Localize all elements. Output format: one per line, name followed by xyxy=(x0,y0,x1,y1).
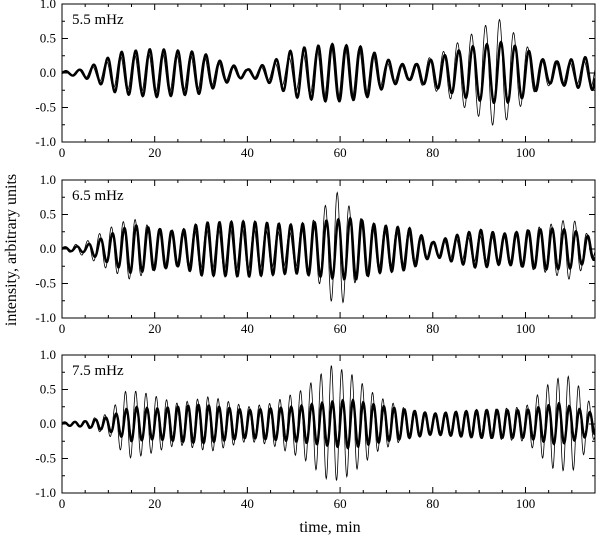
x-tick-label: 80 xyxy=(426,321,439,336)
panel-2: 0 20 40 60 80 100 -1.0 -0.5 0.0 0.5 1.0 6.5 mHz xyxy=(35,172,596,336)
x-tick-label: 0 xyxy=(59,145,66,160)
x-tick-label: 20 xyxy=(148,145,161,160)
panel-1: 0 20 40 60 80 100 -1.0 -0.5 0.0 0.5 1.0 5.5 mHz xyxy=(35,0,596,160)
y-tick-label: -0.5 xyxy=(35,451,56,466)
y-tick-label: -0.5 xyxy=(35,276,56,291)
x-tick-label: 60 xyxy=(334,145,347,160)
panel-label: 6.5 mHz xyxy=(72,188,124,204)
x-tick-label: 0 xyxy=(59,321,66,336)
series-line-thin xyxy=(62,18,595,126)
y-tick-label: 0.0 xyxy=(40,65,56,80)
y-tick-label: 0.5 xyxy=(40,207,56,222)
y-tick-label: -1.0 xyxy=(35,134,56,149)
panels-group: 0 20 40 60 80 100 -1.0 -0.5 0.0 0.5 1.0 5.5 mHz 0 20 4… xyxy=(35,0,596,511)
y-tick-label: 1.0 xyxy=(40,172,56,187)
y-tick-label: 0.5 xyxy=(40,31,56,46)
x-tick-label: 40 xyxy=(241,321,254,336)
panel-3: 0 20 40 60 80 100 -1.0 -0.5 0.0 0.5 1.0 7.5 mHz xyxy=(35,347,596,511)
x-tick-label: 20 xyxy=(148,321,161,336)
x-tick-label: 20 xyxy=(148,496,161,511)
x-tick-label: 60 xyxy=(334,496,347,511)
x-tick-label: 40 xyxy=(241,145,254,160)
panel-label: 5.5 mHz xyxy=(72,12,124,28)
y-tick-label: 0.5 xyxy=(40,382,56,397)
y-tick-label: 1.0 xyxy=(40,0,56,11)
x-tick-label: 80 xyxy=(426,496,439,511)
y-tick-label: 0.0 xyxy=(40,241,56,256)
series-line-thick xyxy=(62,40,595,105)
x-tick-label: 100 xyxy=(516,145,536,160)
x-tick-label: 80 xyxy=(426,145,439,160)
y-axis-label: intensity, arbitrary units xyxy=(3,174,20,326)
series-line-thick xyxy=(62,215,595,281)
x-tick-label: 0 xyxy=(59,496,66,511)
y-tick-label: -0.5 xyxy=(35,100,56,115)
y-tick-label: 0.0 xyxy=(40,416,56,431)
series-line-thick xyxy=(62,398,595,450)
x-axis-label: time, min xyxy=(299,519,360,536)
x-tick-label: 40 xyxy=(241,496,254,511)
x-tick-label: 60 xyxy=(334,321,347,336)
y-tick-label: 1.0 xyxy=(40,347,56,362)
y-tick-label: -1.0 xyxy=(35,485,56,500)
y-tick-label: -1.0 xyxy=(35,310,56,325)
panel-label: 7.5 mHz xyxy=(72,363,124,379)
x-tick-label: 100 xyxy=(516,496,536,511)
x-tick-label: 100 xyxy=(516,321,536,336)
